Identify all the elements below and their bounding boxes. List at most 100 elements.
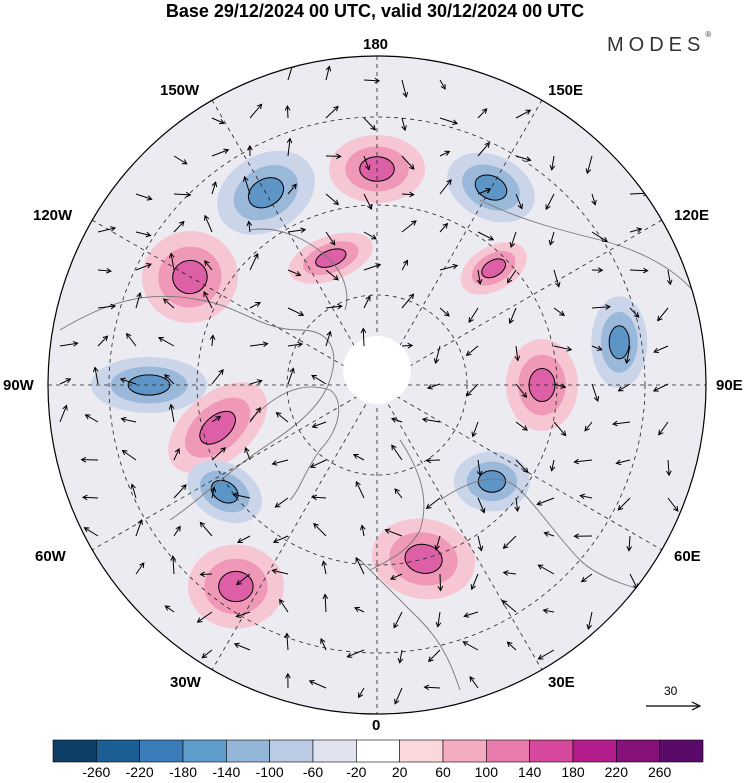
wind-arrow <box>236 573 251 586</box>
lon-label-0: 0 <box>372 717 381 734</box>
wind-arrow <box>515 193 523 210</box>
wind-arrow <box>580 573 593 583</box>
wind-arrow <box>548 231 555 246</box>
wind-arrow <box>469 675 479 689</box>
wind-arrow <box>311 374 327 385</box>
colorbar-tick: -220 <box>125 764 154 780</box>
wind-arrow <box>434 535 441 551</box>
wind-arrow <box>164 605 175 613</box>
wind-arrow <box>244 446 251 461</box>
colorbar-swatch <box>226 739 270 763</box>
colorbar-tick: 220 <box>604 764 628 780</box>
wind-arrow <box>401 155 415 170</box>
wind-arrow <box>97 267 112 274</box>
colorbar-swatch <box>182 739 227 763</box>
positive-anomaly-centre <box>481 258 507 279</box>
wind-arrow <box>615 459 631 466</box>
wind-arrow <box>232 492 251 499</box>
wind-arrow <box>247 144 253 157</box>
wind-arrow <box>617 383 631 392</box>
wind-arrow <box>211 415 222 423</box>
colorbar-tick: 100 <box>474 764 498 780</box>
colorbar-tick: -100 <box>255 764 284 780</box>
wind-arrow <box>536 497 555 506</box>
wind-arrow <box>322 593 329 613</box>
lon-label-60e: 60E <box>674 548 701 565</box>
wind-arrow <box>249 379 263 385</box>
wind-arrow <box>401 220 417 233</box>
wind-arrow <box>439 263 459 271</box>
wind-arrow <box>515 155 532 162</box>
brand-mark: ® <box>705 30 712 40</box>
lon-label-180: 180 <box>363 36 389 53</box>
wind-arrow <box>211 117 225 125</box>
wind-arrow <box>121 449 137 461</box>
colorbar-tick: 20 <box>391 764 408 780</box>
wind-arrow <box>506 269 517 284</box>
colorbar-swatch <box>312 739 357 763</box>
wind-arrow <box>325 105 339 119</box>
colorbar-tick: 60 <box>435 764 451 780</box>
colorbar-tick: -60 <box>302 764 324 780</box>
wind-arrow <box>279 598 289 613</box>
wind-arrow <box>354 606 365 613</box>
wind-arrow <box>201 649 213 659</box>
wind-arrow <box>158 337 175 347</box>
wind-arrow <box>463 611 479 618</box>
wind-arrow <box>170 555 176 575</box>
wind-arrow <box>313 522 327 537</box>
wind-arrow <box>287 227 307 234</box>
wind-arrow <box>325 193 340 206</box>
wind-arrow <box>287 307 305 317</box>
wind-arrow <box>425 497 441 510</box>
wind-arrow <box>120 416 137 423</box>
wind-arrow <box>135 562 145 575</box>
wind-arrow <box>168 252 175 271</box>
wind-arrow <box>209 334 216 347</box>
wind-scale-value: 30 <box>664 684 678 698</box>
coastlines <box>59 199 701 691</box>
wind-arrow <box>92 366 99 385</box>
wind-arrow <box>543 531 555 537</box>
wind-arrow <box>549 155 556 171</box>
wind-arrow <box>465 345 479 357</box>
wind-arrow <box>549 459 556 472</box>
wind-vectors <box>59 61 679 705</box>
wind-arrow <box>59 378 72 385</box>
wind-arrow <box>173 525 181 537</box>
wind-arrow <box>284 632 290 651</box>
wind-arrow <box>204 260 213 271</box>
wind-arrow <box>612 420 631 427</box>
wind-arrow <box>401 117 407 132</box>
wind-arrow <box>311 421 327 429</box>
wind-arrow <box>287 269 302 277</box>
wind-arrow <box>426 383 441 390</box>
wind-arrow <box>135 263 152 271</box>
wind-arrow <box>355 556 365 575</box>
wind-arrow <box>211 148 230 157</box>
wind-arrow <box>477 187 492 195</box>
wind-arrow <box>591 267 604 273</box>
wind-arrow <box>287 183 297 195</box>
colorbar <box>52 739 704 763</box>
wind-arrow <box>275 411 289 423</box>
wind-arrow <box>196 611 213 623</box>
wind-arrow <box>325 153 342 160</box>
wind-arrow <box>173 191 192 198</box>
wind-arrow <box>271 459 289 466</box>
wind-arrow <box>591 231 609 243</box>
wind-arrow <box>249 302 261 309</box>
wind-arrow <box>515 421 529 431</box>
wind-arrow <box>502 535 517 549</box>
wind-arrow <box>439 79 446 90</box>
wind-arrow <box>427 649 441 663</box>
wind-arrow <box>421 417 441 423</box>
colorbar-swatch <box>139 739 184 763</box>
wind-arrow <box>199 571 213 578</box>
wind-arrow <box>393 611 403 629</box>
wind-arrow <box>537 649 555 660</box>
wind-arrow <box>173 220 185 233</box>
wind-arrow <box>384 528 403 537</box>
wind-arrow <box>591 304 611 310</box>
wind-arrow <box>272 535 289 544</box>
